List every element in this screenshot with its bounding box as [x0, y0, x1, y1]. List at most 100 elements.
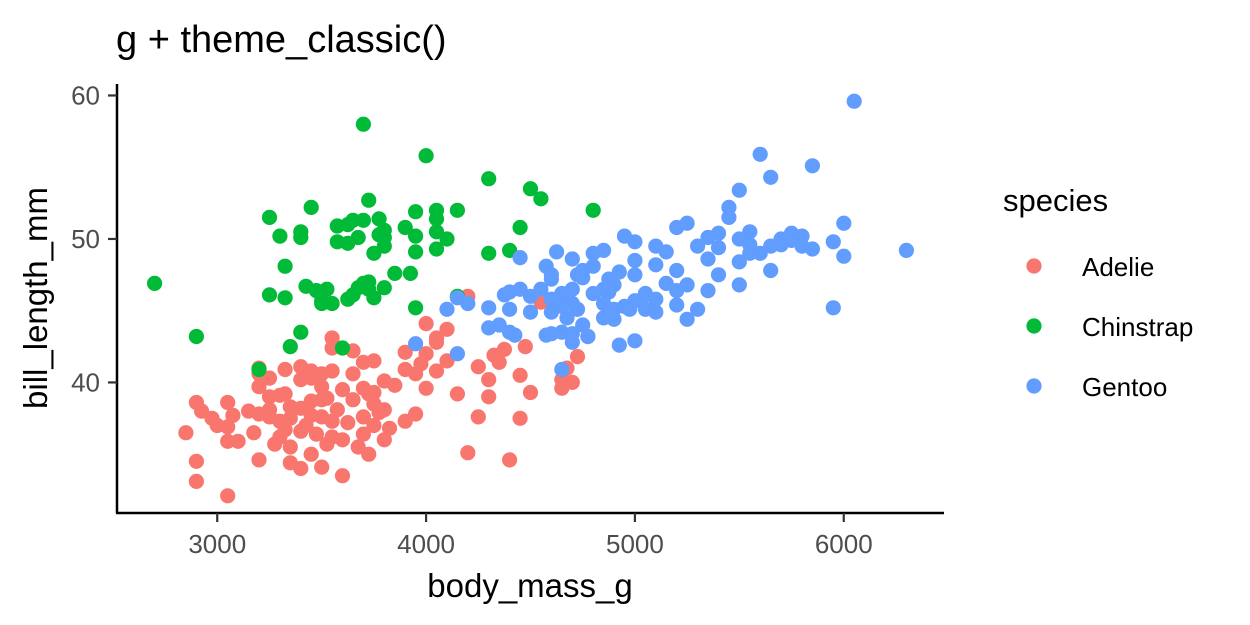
- data-point: [460, 295, 476, 312]
- data-point: [836, 215, 852, 231]
- data-point: [575, 270, 591, 286]
- legend-items: Adelie Chinstrap Gentoo: [1026, 252, 1193, 402]
- data-point: [261, 287, 278, 303]
- data-point: [481, 300, 497, 316]
- data-point: [648, 238, 664, 254]
- data-point: [418, 316, 434, 332]
- data-point: [261, 370, 278, 386]
- data-point: [334, 432, 351, 448]
- data-point: [804, 158, 821, 174]
- legend-title: species: [1003, 183, 1108, 218]
- data-point: [606, 311, 622, 327]
- data-point: [512, 219, 528, 236]
- y-ticks: 40 50 60: [71, 80, 117, 397]
- data-point: [340, 415, 356, 431]
- data-point: [481, 372, 497, 388]
- legend-key-chinstrap: [1026, 318, 1042, 334]
- data-point: [220, 433, 236, 449]
- data-point: [293, 224, 309, 240]
- data-point: [303, 199, 319, 215]
- data-point: [512, 410, 528, 426]
- data-point: [361, 446, 377, 462]
- x-tick-label: 5000: [606, 529, 664, 559]
- data-point: [408, 204, 424, 220]
- data-point: [522, 304, 539, 320]
- data-point: [836, 248, 852, 264]
- data-point: [481, 389, 497, 405]
- data-point: [439, 301, 455, 317]
- data-point: [282, 410, 298, 426]
- data-point: [225, 407, 241, 423]
- chart-title: g + theme_classic(): [116, 19, 447, 61]
- data-point: [230, 433, 246, 449]
- data-point: [303, 363, 319, 379]
- data-point: [611, 264, 627, 280]
- data-point: [601, 284, 617, 300]
- data-point: [345, 366, 361, 382]
- data-point: [512, 250, 528, 266]
- data-point: [314, 459, 330, 475]
- y-tick-label: 40: [71, 367, 100, 397]
- data-point: [752, 146, 768, 162]
- data-point: [355, 409, 371, 425]
- data-point: [700, 229, 716, 246]
- data-point: [376, 280, 392, 296]
- data-point: [376, 229, 392, 246]
- data-point: [329, 402, 345, 418]
- data-point: [439, 321, 455, 337]
- data-point: [402, 265, 418, 281]
- x-tick-label: 6000: [815, 529, 873, 559]
- data-point: [549, 244, 565, 260]
- data-point: [408, 228, 424, 244]
- data-point: [502, 301, 518, 317]
- data-point: [804, 241, 821, 257]
- data-point: [627, 234, 643, 250]
- data-point: [366, 417, 382, 434]
- data-point: [700, 283, 716, 299]
- data-point: [366, 353, 382, 369]
- data-point: [408, 406, 424, 422]
- data-point: [334, 468, 351, 484]
- data-point: [669, 262, 685, 279]
- data-point: [627, 252, 643, 269]
- data-point: [580, 328, 596, 345]
- data-point: [742, 245, 758, 261]
- data-point: [355, 212, 371, 228]
- data-point: [428, 363, 445, 379]
- data-point: [825, 300, 841, 316]
- x-tick-label: 3000: [188, 529, 246, 559]
- data-point: [261, 209, 278, 225]
- data-point: [319, 390, 335, 406]
- data-point: [418, 380, 434, 396]
- data-point: [731, 277, 747, 293]
- data-point: [846, 93, 862, 109]
- data-point: [277, 290, 293, 306]
- data-point: [188, 453, 204, 469]
- data-point: [371, 211, 387, 227]
- data-point: [554, 361, 570, 378]
- data-point: [554, 288, 570, 304]
- data-point: [522, 181, 539, 197]
- data-point: [763, 262, 779, 279]
- data-point: [690, 301, 706, 317]
- data-point: [408, 300, 424, 316]
- data-point: [512, 367, 528, 383]
- data-point: [366, 384, 382, 401]
- legend-key-adelie: [1026, 258, 1042, 274]
- data-point: [517, 339, 533, 355]
- data-point: [178, 425, 194, 441]
- data-point: [783, 232, 800, 248]
- x-tick-label: 4000: [397, 529, 455, 559]
- data-point: [710, 267, 727, 283]
- data-point: [418, 346, 434, 362]
- data-point: [303, 446, 319, 462]
- data-point: [502, 452, 518, 468]
- data-point: [585, 202, 601, 218]
- data-point: [679, 311, 695, 327]
- data-point: [700, 251, 716, 267]
- data-point: [334, 340, 351, 356]
- data-point: [627, 267, 643, 283]
- y-axis-title: bill_length_mm: [17, 187, 54, 409]
- data-point: [188, 328, 204, 345]
- data-point: [449, 202, 465, 218]
